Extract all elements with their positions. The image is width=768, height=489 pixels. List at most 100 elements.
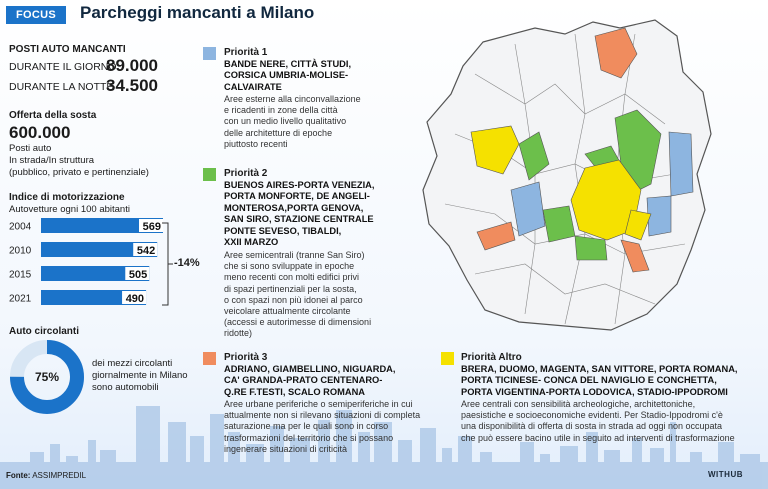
- bar-category-label: 2010: [9, 246, 32, 257]
- desc-line: ridotte): [224, 328, 253, 339]
- desc-line: con un medio livello qualitativo: [224, 116, 347, 127]
- circulating-line3: sono automobili: [92, 382, 159, 393]
- areas-line: PORTA MONFORTE, DE ANGELI-: [224, 191, 370, 202]
- priority-3-areas: ADRIANO, GIAMBELLINO, NIGUARDA, CA' GRAN…: [224, 364, 395, 398]
- areas-line: MONTEROSA,PORTA GENOVA,: [224, 202, 364, 213]
- bar-value-label: 542: [137, 245, 155, 257]
- source-credit: Fonte: ASSIMPREDIL: [6, 471, 86, 480]
- priority-2-swatch: [203, 168, 216, 181]
- areas-line: CORSICA UMBRIA-MOLISE-: [224, 70, 349, 81]
- motorization-heading: Indice di motorizzazione: [9, 192, 125, 203]
- desc-line: Aree esterne alla cinconvallazione: [224, 94, 361, 104]
- desc-line: delle architetture di epoche: [224, 127, 333, 138]
- bar: [41, 242, 158, 257]
- bar-category-label: 2015: [9, 270, 32, 281]
- priority-3-desc: Aree urbane periferiche o semiperiferich…: [224, 399, 420, 455]
- desc-line: una disponibilità di offerta di sosta in…: [461, 421, 723, 432]
- priority-2-areas: BUENOS AIRES-PORTA VENEZIA, PORTA MONFOR…: [224, 180, 374, 248]
- supply-heading: Offerta della sosta: [9, 110, 97, 121]
- supply-line1: Posti auto: [9, 143, 52, 154]
- priority-1-zones: [510, 131, 694, 237]
- source-label: Fonte:: [6, 471, 31, 480]
- priority-1-title: Priorità 1: [224, 47, 268, 58]
- priority-3-title: Priorità 3: [224, 352, 268, 363]
- desc-line: (accessi e autorimesse di dimensioni: [224, 317, 372, 328]
- desc-line: meno recenti con molti edifici privi: [224, 272, 360, 283]
- night-label: DURANTE LA NOTTE: [9, 81, 114, 93]
- night-value: 34.500: [106, 76, 158, 95]
- desc-line: attualmente non si rilevano situazioni d…: [224, 410, 421, 421]
- supply-line2: In strada/In struttura: [9, 155, 95, 166]
- donut-label: 75%: [35, 370, 59, 384]
- desc-line: di spazi pertinenziali per la sosta,: [224, 283, 357, 294]
- areas-line: BANDE NERE, CITTÀ STUDI,: [224, 59, 352, 69]
- circulating-line1: dei mezzi circolanti: [92, 358, 173, 369]
- circulating-line2: giornalmente in Milano: [92, 370, 188, 381]
- circulating-heading: Auto circolanti: [9, 326, 80, 337]
- areas-line: PORTA VIGENTINA-PORTA LODOVICA, STADIO-I…: [461, 386, 728, 397]
- bar: [41, 266, 150, 281]
- bar-category-label: 2021: [9, 294, 32, 305]
- priority-1-areas: BANDE NERE, CITTÀ STUDI, CORSICA UMBRIA-…: [224, 59, 351, 93]
- motorization-bar-chart: 2004 569 2010 542 2015 505 2021 490: [9, 218, 163, 305]
- day-label: DURANTE IL GIORNO: [9, 61, 117, 73]
- bar-value-bg: [122, 291, 147, 304]
- missing-spaces-heading: POSTI AUTO MANCANTI: [9, 44, 126, 55]
- desc-line: Aree semicentrali (tranne San Siro): [224, 250, 365, 260]
- desc-line: o con spazi non più idonei al parco: [224, 294, 363, 305]
- priority-3-swatch: [203, 352, 216, 365]
- priority-altro-swatch: [441, 352, 454, 365]
- areas-line: CA' GRANDA-PRATO CENTENARO-: [224, 375, 383, 386]
- page-title: Parcheggi mancanti a Milano: [80, 3, 315, 22]
- motorization-subheading: Autovetture ogni 100 abitanti: [9, 204, 130, 215]
- bar: [41, 290, 147, 305]
- desc-line: Aree centrali con sensibilità archeologi…: [461, 399, 696, 409]
- desc-line: trasformazioni del territorio che si pos…: [224, 432, 394, 443]
- areas-line: SAN SIRO, STAZIONE CENTRALE: [224, 214, 374, 225]
- bar-category-label: 2004: [9, 222, 32, 233]
- priority-altro-title: Priorità Altro: [461, 352, 522, 363]
- priority-altro-areas: BRERA, DUOMO, MAGENTA, SAN VITTORE, PORT…: [461, 364, 738, 398]
- priority-altro-zones: [470, 125, 652, 241]
- priority-altro-desc: Aree centrali con sensibilità archeologi…: [461, 399, 735, 444]
- desc-line: veicolare attualmente circolante: [224, 306, 351, 317]
- change-label: -14%: [174, 257, 200, 269]
- source-value: ASSIMPREDIL: [32, 471, 87, 480]
- areas-line: ADRIANO, GIAMBELLINO, NIGUARDA,: [224, 364, 396, 374]
- bar-value-bg: [133, 243, 158, 256]
- desc-line: paesistiche e socioeconomiche evidenti. …: [461, 410, 723, 421]
- areas-line: Q.RE F.TESTI, SCALO ROMANA: [224, 386, 366, 397]
- day-value: 89.000: [106, 56, 158, 75]
- desc-line: e ricadenti in zone della città: [224, 105, 338, 116]
- areas-line: BUENOS AIRES-PORTA VENEZIA,: [224, 180, 375, 190]
- desc-line: che può essere bacino utile in seguito a…: [461, 432, 735, 443]
- bar-value-label: 505: [129, 269, 147, 281]
- milan-district-map: [422, 19, 712, 331]
- priority-2-desc: Aree semicentrali (tranne San Siro) che …: [224, 250, 371, 340]
- circulating-donut: 75%: [10, 340, 84, 414]
- desc-line: piuttosto recenti: [224, 138, 288, 149]
- areas-line: BRERA, DUOMO, MAGENTA, SAN VITTORE, PORT…: [461, 364, 738, 374]
- priority-1-desc: Aree esterne alla cinconvallazione e ric…: [224, 94, 361, 150]
- priority-2-title: Priorità 2: [224, 168, 268, 179]
- desc-line: Aree urbane periferiche o semiperiferich…: [224, 399, 413, 409]
- areas-line: PORTA TICINESE- CONCA DEL NAVIGLIO E CON…: [461, 375, 717, 386]
- priority-3-zones: [476, 27, 650, 273]
- focus-badge: FOCUS: [6, 6, 66, 24]
- bar-value-bg: [125, 267, 150, 280]
- priority-1-swatch: [203, 47, 216, 60]
- bar: [41, 218, 163, 233]
- desc-line: saturazione ma per le quali sono in cors…: [224, 421, 389, 432]
- areas-line: CALVAIRATE: [224, 81, 282, 92]
- areas-line: XXII MARZO: [224, 237, 279, 248]
- change-bracket: [162, 222, 173, 306]
- bar-value-bg: [139, 219, 163, 232]
- bar-value-label: 569: [143, 221, 161, 233]
- desc-line: ingenerare situazioni di criticità: [224, 443, 348, 454]
- desc-line: che si sono sviluppate in epoche: [224, 261, 355, 272]
- city-skyline: [0, 406, 768, 489]
- donut-main: [10, 340, 84, 414]
- brand-logo: WITHUB: [708, 470, 743, 479]
- supply-value: 600.000: [9, 123, 71, 142]
- areas-line: PONTE SEVESO, TIBALDI,: [224, 225, 342, 236]
